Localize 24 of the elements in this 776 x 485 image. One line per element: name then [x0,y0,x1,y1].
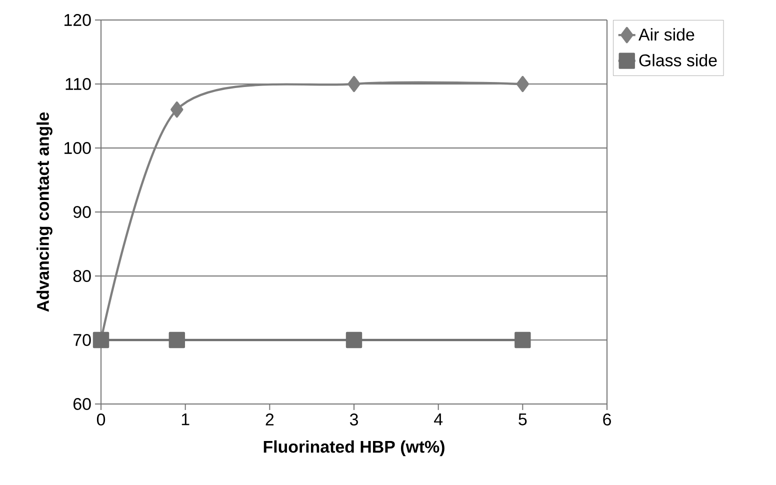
y-tick-label: 100 [64,142,91,154]
legend-label: Air side [638,28,694,41]
y-tick-label: 120 [64,14,91,26]
x-tick-label: 5 [518,414,527,426]
legend-label: Glass side [639,54,717,66]
y-tick-label: 60 [74,398,91,410]
x-tick-label: 4 [434,414,443,426]
x-tick-label: 1 [182,414,190,426]
point [170,101,184,118]
x-tick-label: 2 [266,414,274,426]
y-tick-label: 70 [74,334,91,346]
y-tick-label: 80 [73,270,91,282]
point [516,76,530,92]
point [346,332,362,348]
y-tick-label: 90 [73,206,91,218]
x-axis-title: Fluorinated HBP (wt%) [264,440,444,456]
x-tick-label: 3 [350,414,358,426]
y-axis-title: Advancing contact angle [36,112,52,312]
point [168,332,186,348]
point [514,332,531,348]
point [348,76,360,92]
x-tick-label: 6 [603,414,611,426]
y-tick-label: 110 [66,78,91,90]
x-tick-label: 0 [96,414,106,426]
